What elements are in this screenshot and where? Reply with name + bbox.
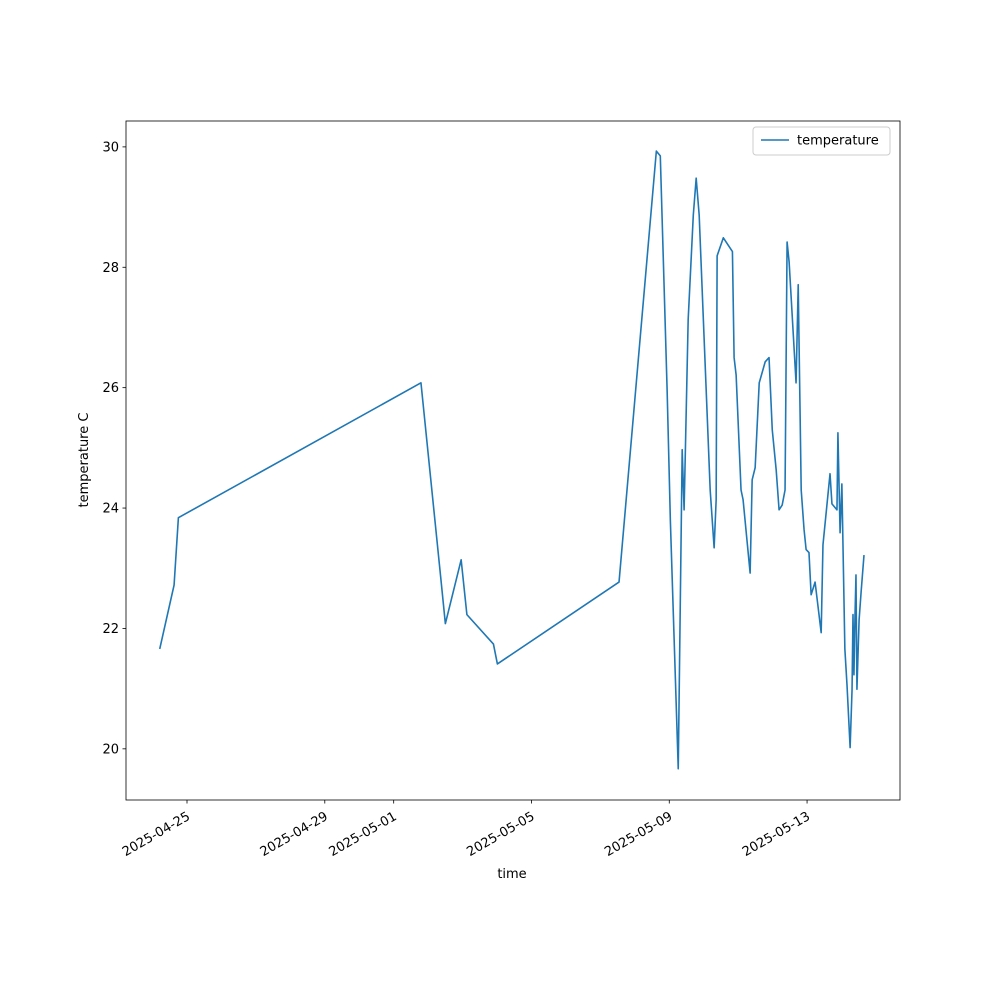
y-tick-label: 30 bbox=[102, 140, 119, 155]
legend-label: temperature bbox=[797, 134, 879, 149]
y-tick-label: 24 bbox=[102, 502, 119, 517]
x-axis-label: time bbox=[497, 867, 526, 882]
y-axis-label: temperature C bbox=[77, 413, 92, 508]
y-tick-label: 20 bbox=[102, 742, 119, 757]
line-series bbox=[158, 150, 865, 770]
legend-box bbox=[752, 126, 891, 156]
y-tick-label: 28 bbox=[102, 261, 119, 276]
plot-frame bbox=[125, 120, 901, 801]
legend: temperature bbox=[752, 126, 891, 156]
y-tick-label: 22 bbox=[102, 622, 119, 637]
y-tick-label: 26 bbox=[102, 381, 119, 396]
